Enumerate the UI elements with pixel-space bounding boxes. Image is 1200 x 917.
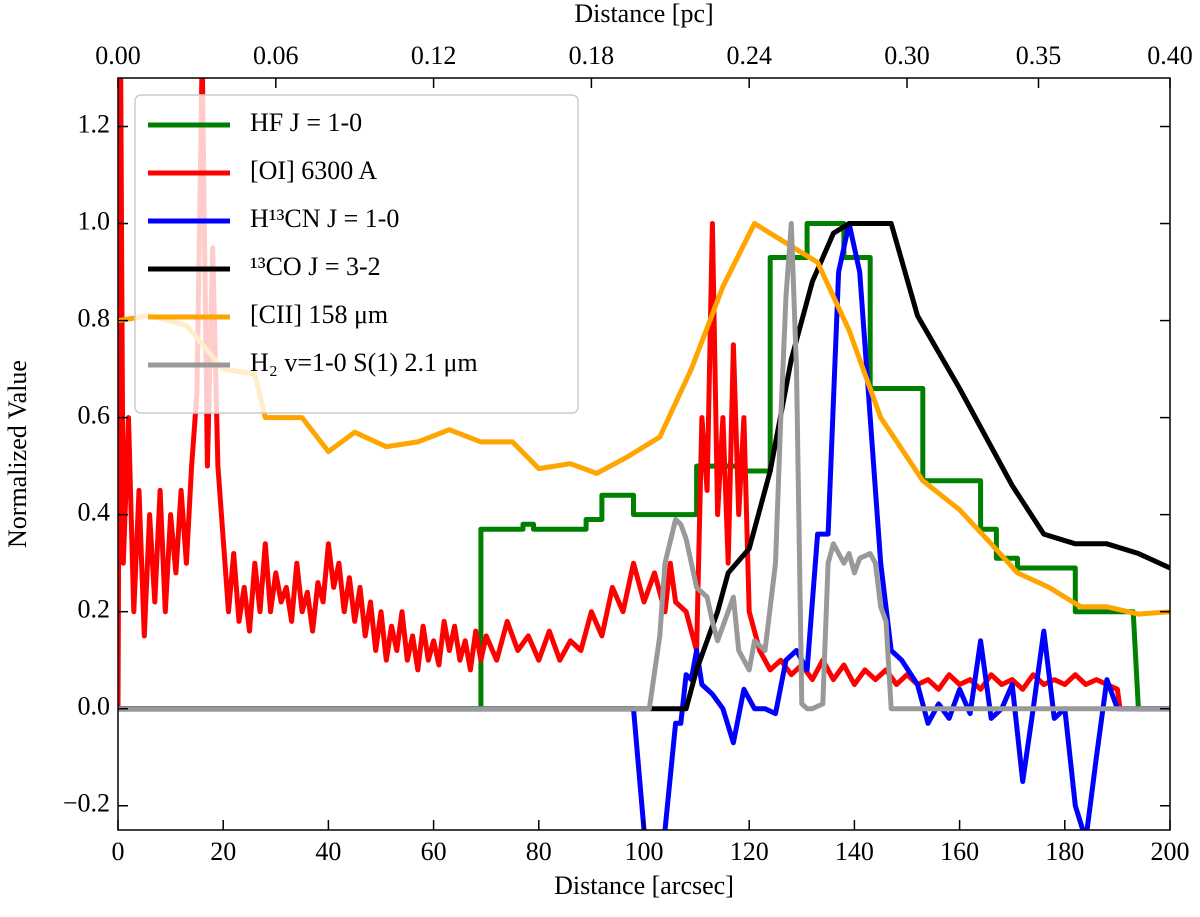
series-line (118, 78, 1123, 710)
x2-tick-label: 0.35 (1016, 41, 1062, 70)
x-tick-label: 100 (625, 837, 664, 866)
series-line (118, 221, 1170, 830)
legend-label: ¹³CO J = 3-2 (250, 252, 381, 281)
x-tick-label: 20 (210, 837, 236, 866)
x2-tick-label: 0.06 (253, 41, 299, 70)
x2-tick-label: 0.18 (569, 41, 615, 70)
x2-tick-label: 0.12 (411, 41, 457, 70)
x2-tick-label: 0.24 (726, 41, 772, 70)
x-tick-label: 180 (1045, 837, 1084, 866)
x-tick-label: 160 (940, 837, 979, 866)
y-tick-label: 0.6 (78, 401, 111, 430)
series-line (118, 221, 1170, 617)
legend-label: HF J = 1-0 (250, 108, 362, 137)
y-axis-label: Normalized Value (3, 360, 32, 548)
x-tick-label: 40 (315, 837, 341, 866)
series-line (118, 221, 1170, 712)
x2-axis-label: Distance [pc] (574, 0, 713, 28)
x2-tick-label: 0.40 (1147, 41, 1193, 70)
legend-label: H₂ v=1-0 S(1) 2.1 μm (250, 348, 478, 377)
legend-label: [CII] 158 μm (250, 300, 388, 329)
x-axis-label: Distance [arcsec] (554, 871, 734, 900)
legend: HF J = 1-0 [OI] 6300 A H¹³CN J = 1-0 ¹³CO J… (134, 94, 579, 414)
y-tick-label: 0.8 (78, 304, 111, 333)
x-tick-label: 80 (526, 837, 552, 866)
x-tick-label: 200 (1151, 837, 1190, 866)
x2-tick-label: 0.00 (95, 41, 141, 70)
y-tick-label: 1.0 (78, 207, 111, 236)
legend-label: [OI] 6300 A (250, 156, 377, 185)
y-tick-label: −0.2 (63, 789, 110, 818)
x-tick-label: 0 (112, 837, 125, 866)
y-tick-label: 0.4 (78, 498, 111, 527)
y-tick-label: 0.0 (78, 692, 111, 721)
x-tick-label: 140 (835, 837, 874, 866)
x-tick-label: 60 (421, 837, 447, 866)
legend-box (134, 94, 579, 414)
series-line (118, 221, 1170, 712)
plot-area (118, 78, 1170, 830)
legend-label: H¹³CN J = 1-0 (250, 204, 399, 233)
x-tick-label: 120 (730, 837, 769, 866)
y-tick-label: 0.2 (78, 595, 111, 624)
y-tick-label: 1.2 (78, 109, 111, 138)
x2-tick-label: 0.30 (884, 41, 930, 70)
